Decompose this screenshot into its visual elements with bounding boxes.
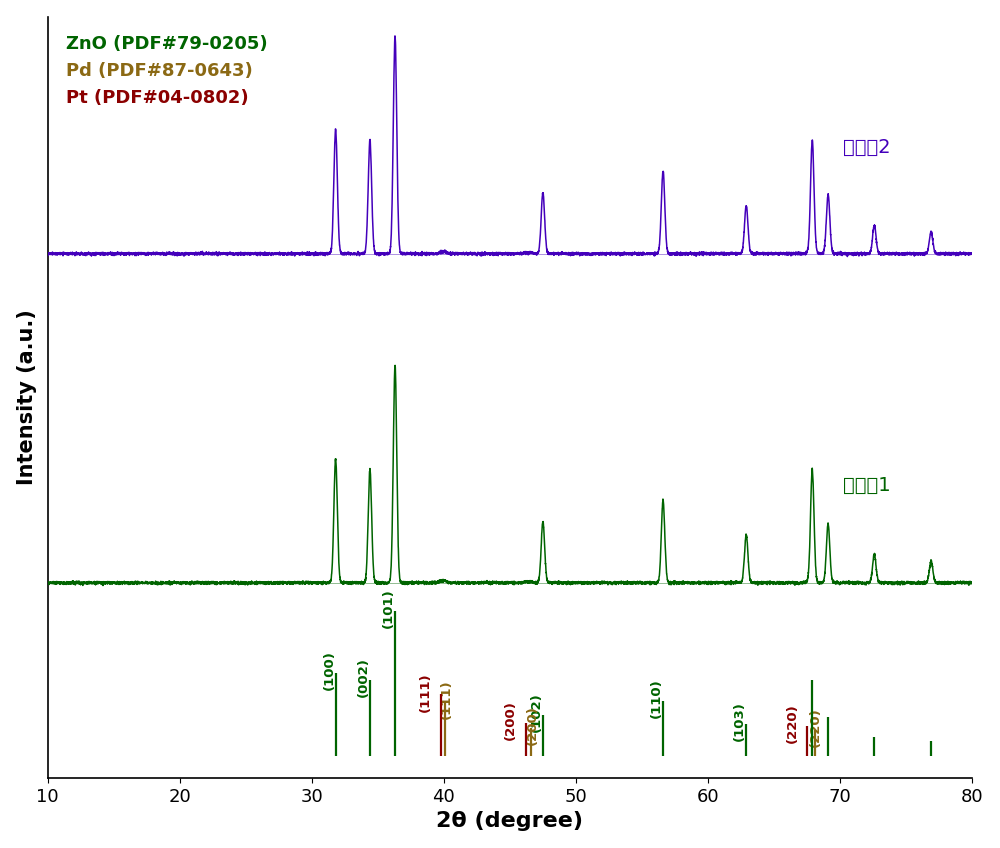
Text: (111): (111): [440, 679, 453, 719]
Text: (200): (200): [504, 700, 517, 739]
Text: (101): (101): [382, 588, 395, 628]
Text: 实施例1: 实施例1: [843, 476, 890, 494]
Text: (100): (100): [323, 650, 336, 690]
Text: (220): (220): [786, 704, 799, 744]
Text: (200): (200): [526, 705, 539, 745]
X-axis label: 2θ (degree): 2θ (degree): [436, 812, 583, 831]
Text: (002): (002): [357, 657, 370, 697]
Text: (110): (110): [650, 678, 663, 717]
Text: (220): (220): [809, 707, 822, 747]
Legend: ZnO (PDF#79-0205), Pd (PDF#87-0643), Pt (PDF#04-0802): ZnO (PDF#79-0205), Pd (PDF#87-0643), Pt …: [57, 25, 276, 116]
Text: 实施例2: 实施例2: [843, 138, 890, 157]
Text: (103): (103): [733, 701, 746, 741]
Text: (111): (111): [419, 672, 432, 711]
Text: (102): (102): [530, 693, 543, 732]
Y-axis label: Intensity (a.u.): Intensity (a.u.): [17, 310, 37, 485]
